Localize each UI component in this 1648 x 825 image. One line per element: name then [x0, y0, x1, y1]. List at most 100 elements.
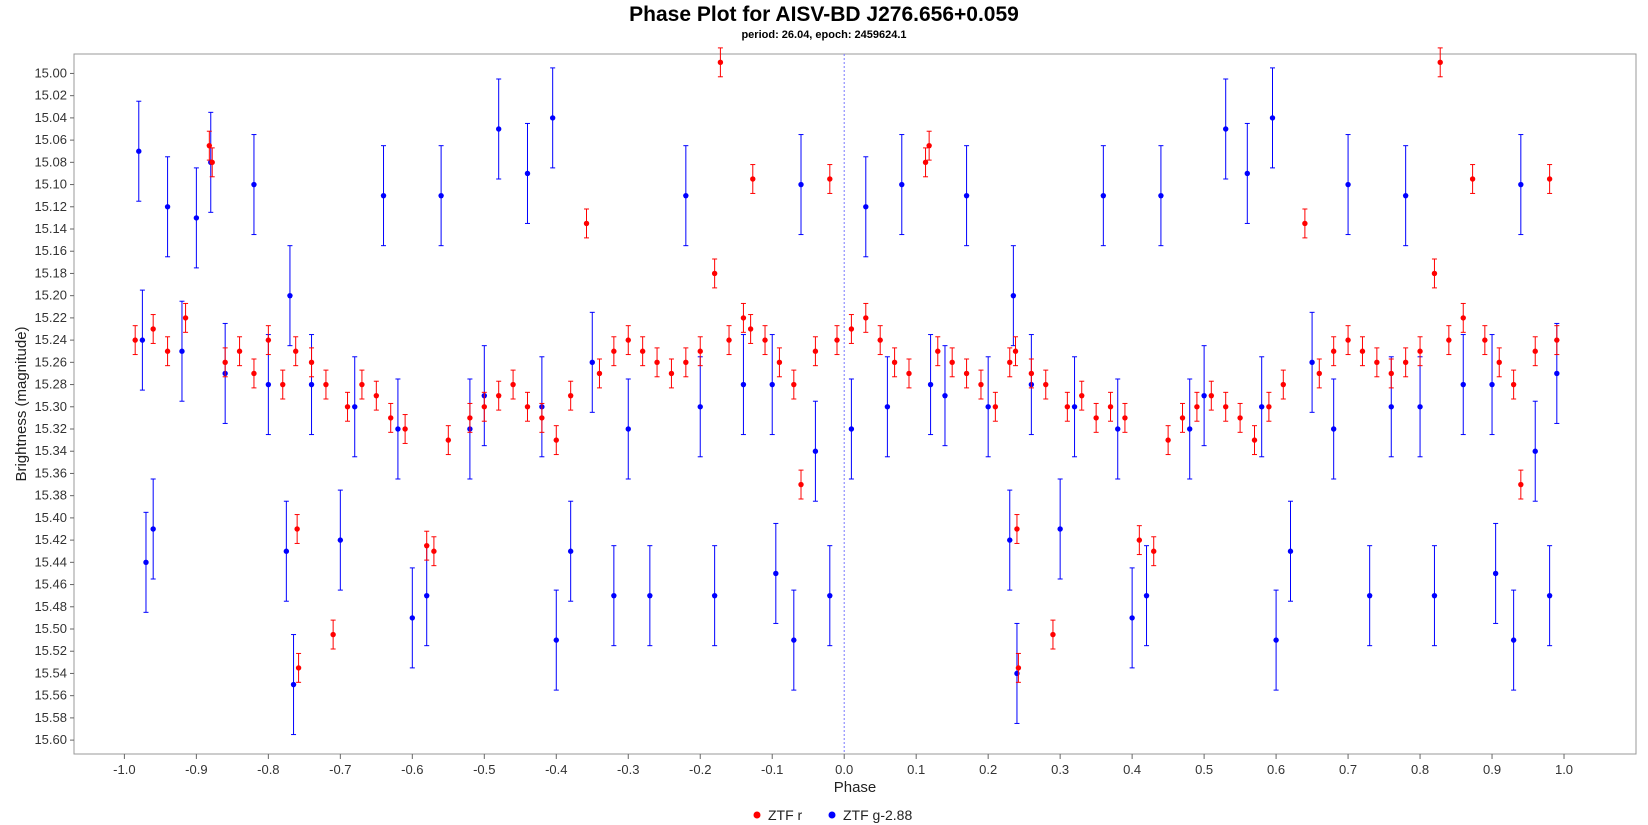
data-point	[1280, 381, 1286, 388]
data-point	[762, 337, 768, 343]
data-point	[726, 337, 732, 343]
data-point	[1273, 637, 1279, 643]
data-point	[150, 526, 156, 532]
data-point	[567, 548, 574, 554]
data-point	[1546, 592, 1553, 599]
data-point	[1417, 348, 1423, 354]
data-point	[1208, 392, 1215, 399]
data-point	[899, 181, 905, 188]
data-point	[283, 548, 290, 554]
data-point	[1136, 537, 1143, 543]
data-point	[424, 592, 430, 599]
y-tick-label: 15.50	[34, 621, 67, 636]
x-tick-label: 0.5	[1195, 762, 1213, 777]
x-tick-label: 0.1	[907, 762, 925, 777]
data-point	[290, 681, 297, 688]
x-tick-label: 0.7	[1339, 762, 1357, 777]
data-point	[922, 159, 929, 166]
data-point	[1165, 437, 1171, 443]
data-point	[942, 392, 948, 399]
y-tick-label: 15.20	[34, 288, 67, 303]
data-point	[1554, 337, 1560, 343]
y-tick-label: 15.30	[34, 399, 67, 414]
data-point	[1050, 631, 1056, 638]
plot-area	[73, 53, 1637, 755]
data-point	[251, 370, 257, 377]
y-tick-label: 15.56	[34, 688, 67, 703]
data-point	[963, 370, 970, 377]
data-point	[280, 381, 286, 388]
data-point	[1402, 359, 1409, 366]
data-point	[1107, 404, 1114, 410]
data-point	[812, 348, 819, 354]
data-point	[884, 404, 891, 410]
data-point	[352, 404, 358, 410]
data-point	[294, 526, 300, 532]
data-point	[750, 176, 756, 182]
data-point	[963, 192, 970, 199]
x-tick-label: 0.6	[1267, 762, 1285, 777]
y-tick-label: 15.52	[34, 643, 67, 658]
x-tick-label: -0.7	[329, 762, 351, 777]
data-point	[510, 381, 516, 388]
data-point	[1302, 220, 1308, 227]
data-point	[949, 359, 955, 366]
data-point	[567, 392, 574, 399]
data-point	[132, 337, 138, 343]
data-point	[445, 437, 452, 443]
data-point	[524, 404, 531, 410]
y-tick-label: 15.34	[34, 443, 67, 458]
data-point	[1007, 537, 1013, 543]
data-point	[388, 415, 394, 421]
y-tick-label: 15.36	[34, 465, 67, 480]
data-point	[611, 348, 617, 354]
data-point	[1437, 59, 1443, 66]
x-axis-ticks: -1.0 -0.9 -0.8 -0.7 -0.6 -0.5 -0.4 -0.3 -0.2 -0.1…	[113, 754, 1573, 777]
data-point	[1496, 359, 1502, 366]
data-point	[438, 192, 444, 199]
data-point	[834, 337, 840, 343]
data-point	[877, 337, 883, 343]
data-point	[1330, 426, 1337, 432]
data-point	[1015, 665, 1022, 671]
data-point	[812, 448, 819, 454]
y-tick-label: 15.24	[34, 332, 67, 347]
data-point	[1460, 381, 1466, 388]
data-point	[164, 348, 171, 354]
data-point	[1510, 637, 1517, 643]
data-point	[985, 404, 991, 410]
legend-marker-ztf-g	[828, 811, 836, 819]
data-point	[308, 381, 315, 388]
data-point	[1489, 381, 1495, 388]
data-point	[359, 381, 365, 388]
data-point	[402, 426, 408, 432]
data-point	[424, 542, 430, 549]
data-point	[1532, 448, 1538, 454]
y-tick-label: 15.12	[34, 199, 67, 214]
data-point	[776, 359, 783, 366]
data-point	[179, 348, 185, 354]
data-point	[935, 348, 941, 354]
data-point	[1532, 348, 1538, 354]
data-point	[431, 548, 437, 554]
data-point	[1402, 192, 1409, 199]
data-point	[1431, 592, 1438, 599]
data-point	[1374, 359, 1380, 366]
data-point	[1417, 404, 1423, 410]
data-point	[863, 204, 869, 210]
legend-marker-ztf-r	[753, 811, 761, 819]
data-point	[978, 381, 984, 388]
data-point	[1251, 437, 1258, 443]
y-tick-label: 15.44	[34, 554, 67, 569]
data-point	[1057, 526, 1063, 532]
data-point	[265, 381, 272, 388]
data-point	[891, 359, 898, 366]
data-point	[711, 592, 718, 599]
data-point	[549, 115, 556, 121]
data-point	[287, 292, 293, 299]
data-point	[1554, 370, 1560, 377]
x-tick-label: -0.4	[545, 762, 567, 777]
data-point	[1244, 170, 1250, 177]
data-point	[740, 315, 747, 321]
